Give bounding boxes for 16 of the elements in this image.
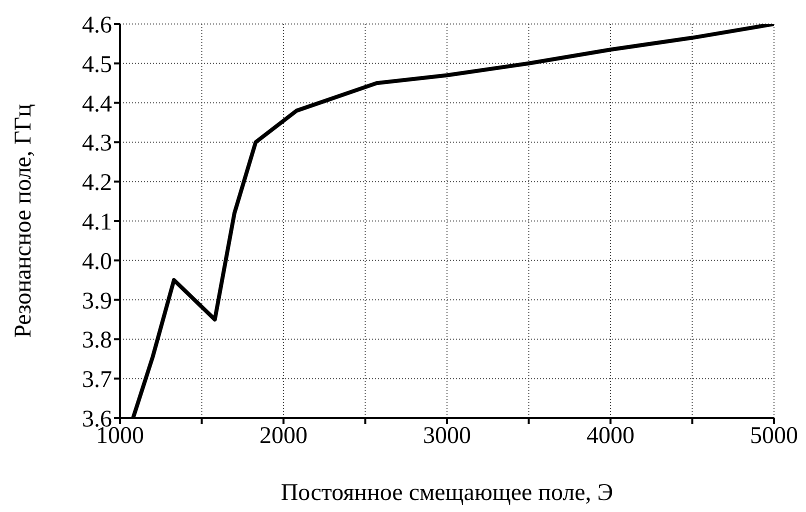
y-tick-label: 3.8: [82, 328, 112, 354]
y-tick-label: 3.9: [82, 288, 112, 314]
x-tick-label: 4000: [586, 423, 634, 450]
y-tick-label: 4.6: [82, 12, 112, 39]
y-tick-label: 4.3: [82, 130, 112, 157]
y-axis-title: Резонансное поле, ГГц: [10, 104, 37, 338]
x-axis-title: Постоянное смещающее поле, Э: [280, 480, 614, 506]
x-tick-label: 3000: [423, 423, 471, 450]
y-tick-label: 4.5: [82, 52, 112, 78]
x-tick-label: 2000: [260, 423, 308, 450]
y-tick-label: 4.4: [82, 91, 112, 118]
y-tick-label: 3.7: [82, 367, 112, 394]
x-tick-label: 5000: [750, 423, 798, 450]
y-tick-label: 4.2: [82, 170, 112, 196]
y-tick-label: 4.1: [82, 210, 112, 236]
y-tick-label: 4.0: [82, 248, 112, 275]
